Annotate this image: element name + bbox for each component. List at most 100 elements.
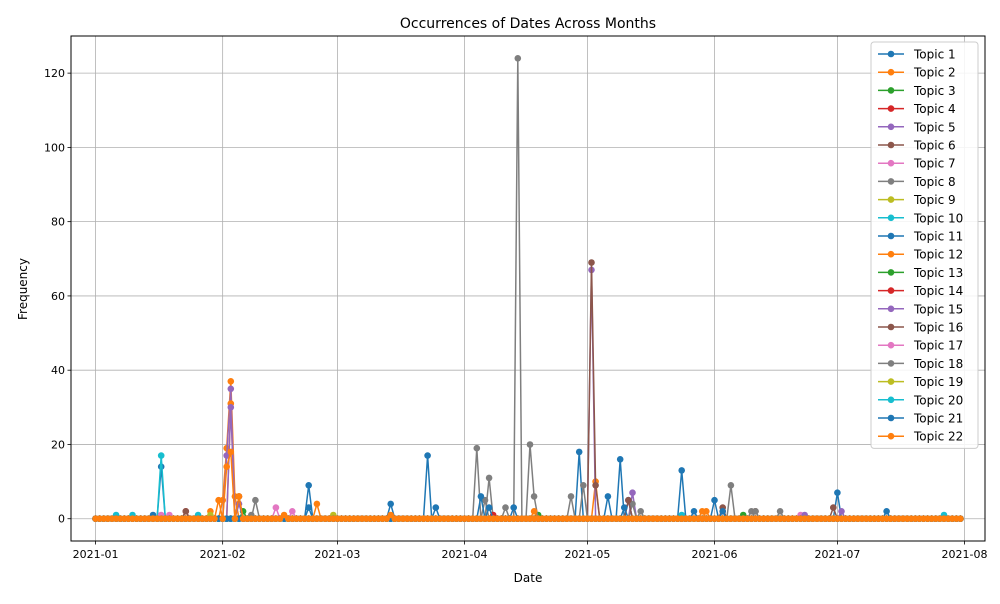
legend-label: Topic 1 bbox=[913, 48, 956, 62]
data-point bbox=[711, 496, 718, 504]
data-point bbox=[616, 456, 624, 463]
legend-marker bbox=[887, 305, 895, 313]
data-point bbox=[215, 496, 222, 504]
data-point bbox=[883, 508, 890, 515]
legend-marker bbox=[887, 159, 895, 167]
data-point bbox=[305, 482, 313, 489]
data-point bbox=[621, 504, 628, 511]
legend-label: Topic 13 bbox=[913, 266, 963, 280]
data-point bbox=[223, 463, 230, 471]
data-point bbox=[580, 482, 587, 489]
data-point bbox=[235, 493, 243, 500]
data-point bbox=[387, 500, 395, 508]
data-point bbox=[752, 508, 759, 515]
chart-title: Occurrences of Dates Across Months bbox=[400, 16, 656, 32]
x-tick-label: 2021-08 bbox=[942, 548, 988, 561]
legend-label: Topic 15 bbox=[913, 302, 963, 316]
legend-label: Topic 2 bbox=[913, 66, 956, 80]
legend-marker bbox=[887, 432, 895, 440]
y-tick-label: 80 bbox=[51, 216, 65, 229]
data-point bbox=[157, 452, 165, 459]
legend-marker bbox=[887, 360, 895, 367]
legend-label: Topic 14 bbox=[913, 284, 963, 298]
data-point bbox=[432, 504, 440, 511]
data-point bbox=[719, 508, 726, 515]
legend-marker bbox=[887, 123, 895, 131]
data-point bbox=[698, 508, 706, 515]
data-point bbox=[477, 493, 485, 500]
data-point bbox=[305, 504, 313, 511]
data-point bbox=[313, 500, 321, 508]
y-tick-label: 60 bbox=[51, 290, 65, 303]
legend-marker bbox=[887, 378, 895, 385]
data-point bbox=[211, 515, 218, 522]
y-axis-label: Frequency bbox=[16, 258, 30, 320]
x-tick-label: 2021-01 bbox=[73, 548, 119, 561]
legend-marker bbox=[887, 50, 895, 58]
legend-label: Topic 20 bbox=[913, 393, 963, 407]
data-point bbox=[592, 482, 599, 489]
data-point bbox=[227, 448, 235, 456]
legend-label: Topic 5 bbox=[913, 120, 956, 134]
x-tick-label: 2021-04 bbox=[441, 548, 487, 561]
x-tick-label: 2021-05 bbox=[564, 548, 610, 561]
legend-marker bbox=[887, 178, 895, 185]
data-point bbox=[678, 467, 685, 474]
grid bbox=[71, 36, 985, 541]
data-point bbox=[231, 515, 239, 522]
legend-label: Topic 7 bbox=[913, 157, 956, 171]
data-point bbox=[227, 404, 235, 411]
legend-label: Topic 21 bbox=[913, 412, 963, 426]
legend-marker bbox=[887, 396, 895, 404]
data-point bbox=[424, 452, 431, 459]
data-point bbox=[502, 504, 509, 511]
y-tick-label: 40 bbox=[51, 364, 65, 377]
x-tick-label: 2021-02 bbox=[200, 548, 246, 561]
x-axis-label: Date bbox=[514, 571, 543, 585]
legend-box bbox=[870, 41, 979, 449]
data-point bbox=[526, 441, 534, 448]
legend-marker bbox=[887, 269, 895, 276]
legend-marker bbox=[887, 141, 895, 149]
legend-label: Topic 16 bbox=[913, 321, 963, 335]
legend-label: Topic 19 bbox=[913, 375, 963, 389]
legend-marker bbox=[887, 214, 895, 222]
y-tick-label: 20 bbox=[51, 438, 65, 451]
data-point bbox=[227, 378, 235, 385]
legend-label: Topic 3 bbox=[913, 84, 956, 98]
legend-marker bbox=[887, 196, 895, 203]
legend-marker bbox=[887, 232, 895, 240]
legend-marker bbox=[887, 341, 895, 349]
data-point bbox=[530, 508, 538, 515]
y-tick-label: 0 bbox=[58, 513, 65, 526]
legend-label: Topic 12 bbox=[913, 248, 963, 262]
legend-marker bbox=[887, 250, 895, 258]
legend-label: Topic 9 bbox=[913, 193, 956, 207]
data-point bbox=[289, 508, 296, 515]
data-point bbox=[776, 508, 784, 515]
data-point bbox=[227, 385, 235, 393]
data-point bbox=[957, 515, 964, 522]
legend-label: Topic 8 bbox=[913, 175, 956, 189]
x-tick-label: 2021-06 bbox=[692, 548, 738, 561]
plot-area bbox=[70, 35, 986, 542]
series-22 bbox=[92, 448, 964, 522]
series-group bbox=[92, 55, 964, 522]
data-point bbox=[830, 504, 837, 511]
data-point bbox=[588, 259, 595, 266]
legend-label: Topic 18 bbox=[913, 357, 963, 371]
legend-marker bbox=[887, 287, 895, 294]
data-point bbox=[473, 444, 481, 452]
data-point bbox=[604, 493, 612, 500]
axis-ticks: 2021-01 2021-02 2021-03 2021-04 2021-05 2021-… bbox=[44, 67, 987, 561]
legend-marker bbox=[887, 323, 895, 331]
legend-marker bbox=[887, 68, 895, 76]
data-point bbox=[485, 504, 493, 511]
legend-label: Topic 10 bbox=[913, 211, 963, 225]
data-point bbox=[625, 496, 632, 504]
data-point bbox=[252, 496, 259, 504]
legend-label: Topic 6 bbox=[913, 139, 956, 153]
x-tick-label: 2021-07 bbox=[814, 548, 860, 561]
